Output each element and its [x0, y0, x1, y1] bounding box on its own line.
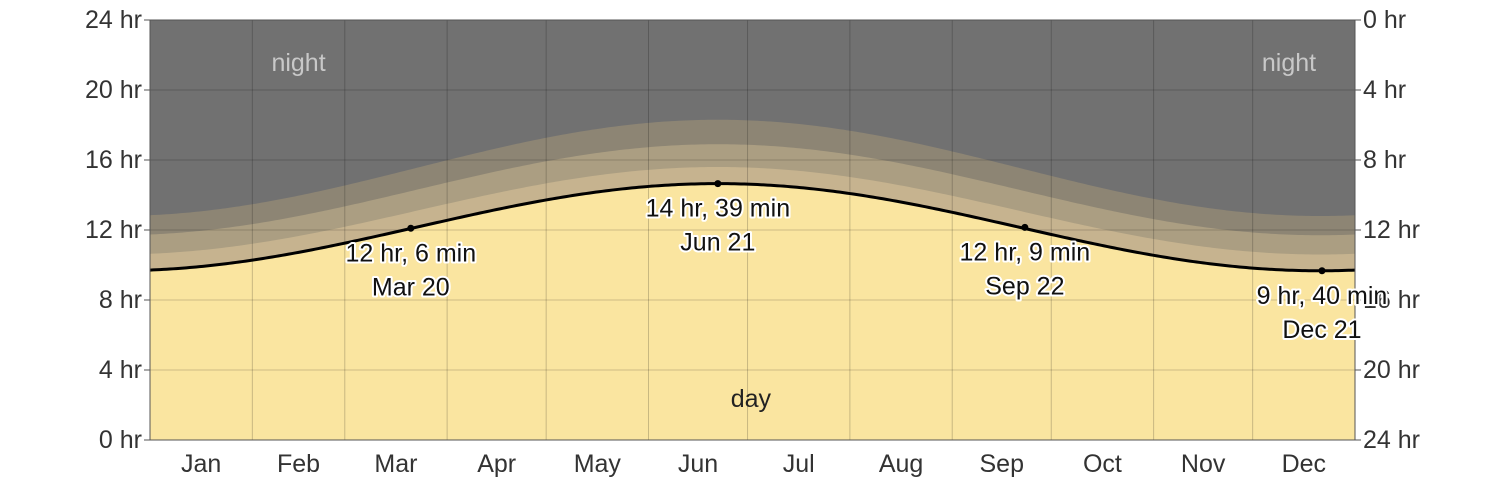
left-tick-label: 24 hr: [85, 6, 142, 34]
annotation-point: [1318, 267, 1326, 275]
month-label: Mar: [374, 450, 417, 478]
month-label: Feb: [277, 450, 320, 478]
annotation-date: Jun 21: [680, 229, 755, 257]
right-tick-label: 8 hr: [1363, 146, 1406, 174]
right-tick-label: 16 hr: [1363, 286, 1420, 314]
right-tick-label: 24 hr: [1363, 426, 1420, 454]
month-label: Jan: [181, 450, 221, 478]
month-label: Jun: [678, 450, 718, 478]
daylight-curve: [149, 182, 1356, 273]
night-label-left: night: [271, 49, 325, 77]
annotation-value: 12 hr, 9 min: [960, 238, 1091, 266]
annotation-value: 14 hr, 39 min: [646, 195, 791, 223]
annotation-point: [407, 224, 415, 232]
label-layer: 12 hr, 6 min Mar 20 14 hr, 39 min Jun 21 12 …: [271, 49, 1389, 413]
annotation-value: 12 hr, 6 min: [345, 239, 476, 267]
day-label: day: [731, 385, 772, 413]
right-tick-label: 0 hr: [1363, 6, 1406, 34]
right-tick-label: 20 hr: [1363, 356, 1420, 384]
left-tick-label: 20 hr: [85, 76, 142, 104]
month-label: Apr: [477, 450, 516, 478]
annotation-point: [1021, 223, 1029, 231]
left-tick-label: 4 hr: [99, 356, 142, 384]
annotation-date: Dec 21: [1282, 316, 1361, 344]
right-tick-label: 4 hr: [1363, 76, 1406, 104]
axes-layer: 0 hr 4 hr 8 hr 12 hr 16 hr 20 hr 24 hr 24 hr 20 …: [85, 6, 1420, 478]
annotation-value: 9 hr, 40 min: [1257, 282, 1388, 310]
month-label: Oct: [1083, 450, 1122, 478]
month-label: Aug: [879, 450, 923, 478]
left-tick-label: 0 hr: [99, 426, 142, 454]
left-tick-label: 16 hr: [85, 146, 142, 174]
month-label: Jul: [783, 450, 815, 478]
right-tick-label: 12 hr: [1363, 216, 1420, 244]
month-label: Dec: [1282, 450, 1326, 478]
month-label: Sep: [980, 450, 1024, 478]
annotation-point: [714, 180, 722, 188]
curve-layer: [149, 182, 1356, 273]
left-tick-label: 12 hr: [85, 216, 142, 244]
month-label: May: [574, 450, 622, 478]
daylight-band: [150, 183, 1355, 440]
left-tick-label: 8 hr: [99, 286, 142, 314]
annotation-date: Mar 20: [372, 273, 450, 301]
annotation-date: Sep 22: [985, 272, 1064, 300]
month-label: Nov: [1181, 450, 1226, 478]
night-label-right: night: [1262, 49, 1316, 77]
